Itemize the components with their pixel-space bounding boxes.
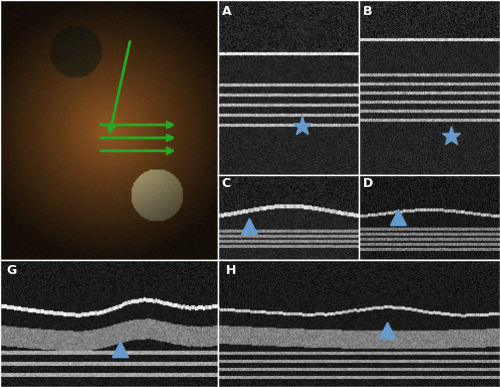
Text: A: A xyxy=(222,5,232,18)
Text: G: G xyxy=(6,264,17,277)
Text: C: C xyxy=(222,178,231,190)
Text: F: F xyxy=(363,263,372,276)
Text: E: E xyxy=(222,263,230,276)
Text: B: B xyxy=(363,5,372,18)
Text: H: H xyxy=(226,264,236,277)
Text: D: D xyxy=(363,178,374,190)
